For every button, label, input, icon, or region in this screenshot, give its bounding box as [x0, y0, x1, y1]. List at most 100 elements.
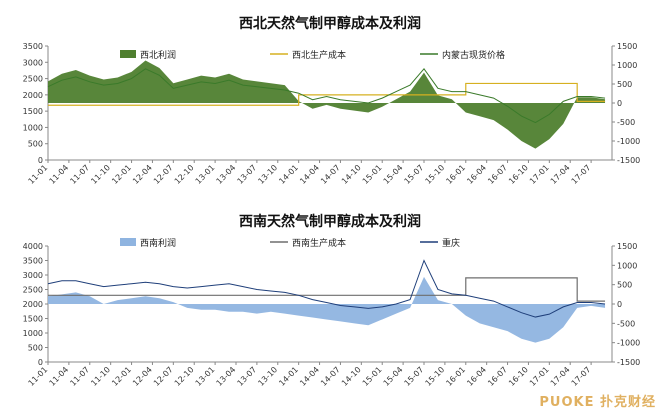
y-tick-label-right: -1500 — [617, 358, 640, 367]
x-tick-label: 15-10 — [423, 365, 446, 388]
chart-2: 西南天然气制甲醇成本及利润 0 500 1000 1500 2000 2500 3000 350… — [23, 213, 641, 388]
x-tick-label: 14-07 — [319, 365, 342, 388]
x-tick-label: 15-07 — [403, 163, 426, 186]
legend-label-price: 内蒙古现货价格 — [442, 49, 505, 61]
x-tick-label: 16-04 — [465, 163, 488, 186]
y-tick-label-left: 3000 — [23, 58, 43, 67]
legend-label-price: 重庆 — [442, 237, 460, 249]
watermark-logo: PUOKE 扑克财经 — [539, 395, 656, 410]
x-tick-label: 13-10 — [256, 163, 279, 186]
legend-label-cost: 西北生产成本 — [292, 49, 346, 61]
series-price-line — [47, 67, 606, 124]
legend-label-cost: 西南生产成本 — [292, 237, 346, 249]
x-tick-label: 12-07 — [152, 163, 175, 186]
y-tick-label-right: -500 — [617, 319, 635, 328]
x-tick-label: 16-10 — [507, 365, 530, 388]
series-cost-line — [48, 277, 606, 302]
x-tick-label: 17-01 — [528, 163, 551, 186]
x-tick-label: 14-01 — [277, 365, 300, 388]
x-tick-label: 16-01 — [444, 163, 467, 186]
x-tick-label: 13-01 — [194, 365, 217, 388]
x-tick-label: 17-01 — [528, 365, 551, 388]
y-tick-label-left: 500 — [28, 140, 43, 149]
x-tick-label: 11-07 — [68, 163, 91, 186]
x-tick-label: 17-04 — [549, 365, 572, 388]
y-tick-label-right: 1500 — [617, 242, 637, 251]
y-tick-label-left: 3500 — [23, 257, 43, 266]
x-tick-label: 16-01 — [444, 365, 467, 388]
x-tick-label: 11-01 — [27, 163, 50, 186]
y-tick-label-left: 1500 — [23, 315, 43, 324]
x-tick-label: 14-07 — [319, 163, 342, 186]
x-tick-label: 16-07 — [486, 163, 509, 186]
y-tick-label-left: 2500 — [23, 75, 43, 84]
x-tick-label: 14-04 — [298, 365, 321, 388]
y-tick-label-right: 500 — [617, 80, 632, 89]
x-tick-label: 16-04 — [465, 365, 488, 388]
y-tick-label-right: -1000 — [617, 137, 640, 146]
y-tick-label-right: 1000 — [617, 61, 637, 70]
x-tick-label: 15-04 — [382, 163, 405, 186]
y-tick-label-right: 0 — [617, 300, 622, 309]
y-tick-label-left: 2000 — [23, 91, 43, 100]
y-tick-label-left: 2500 — [23, 286, 43, 295]
x-tick-label: 13-07 — [235, 365, 258, 388]
y-tick-label-right: -500 — [617, 118, 635, 127]
x-tick-label: 17-07 — [570, 365, 593, 388]
x-tick-label: 11-10 — [89, 365, 112, 388]
x-tick-label: 11-10 — [89, 163, 112, 186]
x-tick-label: 12-04 — [131, 365, 154, 388]
x-tick-label: 14-04 — [298, 163, 321, 186]
x-tick-label: 13-07 — [235, 163, 258, 186]
x-tick-label: 12-04 — [131, 163, 154, 186]
y-tick-label-left: 1000 — [23, 123, 43, 132]
y-tick-label-left: 3500 — [23, 42, 43, 51]
x-tick-label: 15-10 — [423, 163, 446, 186]
x-tick-label: 13-10 — [256, 365, 279, 388]
legend: 西南利润 西南生产成本 重庆 — [120, 237, 460, 249]
x-tick-label: 17-07 — [570, 163, 593, 186]
y-tick-label-right: 1500 — [617, 42, 637, 51]
x-tick-label: 12-01 — [110, 365, 133, 388]
y-tick-label-right: -1500 — [617, 156, 640, 165]
x-tick-label: 13-04 — [215, 163, 238, 186]
y-tick-label-right: 1000 — [617, 261, 637, 270]
y-tick-label-left: 1000 — [23, 329, 43, 338]
chart-1: 西北天然气制甲醇成本及利润 0 500 1000 1500 2000 2500 3000 350… — [23, 15, 641, 186]
x-tick-label: 14-10 — [340, 365, 363, 388]
x-tick-label: 15-04 — [382, 365, 405, 388]
y-tick-label-right: 0 — [617, 99, 622, 108]
legend-label-profit: 西南利润 — [140, 237, 176, 249]
y-tick-label-left: 3000 — [23, 271, 43, 280]
x-tick-label: 12-10 — [173, 365, 196, 388]
y-tick-label-left: 4000 — [23, 242, 43, 251]
x-tick-label: 13-04 — [215, 365, 238, 388]
series-profit-area — [48, 276, 606, 343]
x-tick-label: 11-04 — [47, 365, 70, 388]
series-profit-area — [48, 60, 606, 149]
x-tick-label: 15-01 — [361, 365, 384, 388]
x-tick-label: 16-07 — [486, 365, 509, 388]
legend-label-profit: 西北利润 — [140, 49, 176, 61]
y-tick-label-left: 2000 — [23, 300, 43, 309]
series-price-line — [47, 259, 606, 318]
y-tick-label-left: 0 — [38, 156, 43, 165]
x-tick-label: 12-10 — [173, 163, 196, 186]
legend-swatch-profit — [120, 238, 136, 246]
x-tick-label: 15-01 — [361, 163, 384, 186]
chart-title: 西南天然气制甲醇成本及利润 — [239, 213, 421, 230]
y-tick-label-left: 500 — [28, 344, 43, 353]
chart-title: 西北天然气制甲醇成本及利润 — [239, 15, 421, 32]
x-tick-label: 15-07 — [403, 365, 426, 388]
series-cost-line — [48, 82, 606, 106]
x-tick-label: 11-04 — [47, 163, 70, 186]
legend-swatch-profit — [120, 50, 136, 58]
x-tick-label: 16-10 — [507, 163, 530, 186]
x-tick-label: 11-01 — [27, 365, 50, 388]
y-tick-label-right: -1000 — [617, 339, 640, 348]
legend: 西北利润 西北生产成本 内蒙古现货价格 — [120, 49, 505, 61]
x-tick-label: 13-01 — [194, 163, 217, 186]
x-tick-label: 12-01 — [110, 163, 133, 186]
x-tick-label: 11-07 — [68, 365, 91, 388]
